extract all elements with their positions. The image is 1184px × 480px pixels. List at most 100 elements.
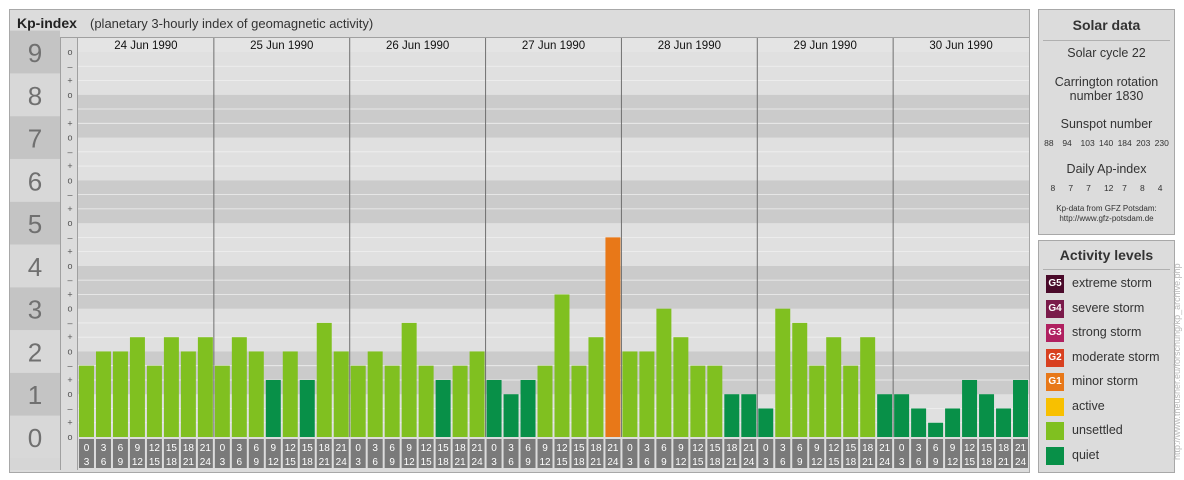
credit-link[interactable]: http://www.gfz-potsdam.de	[1059, 214, 1154, 223]
interval-cell	[197, 439, 213, 468]
minor-axis-area	[60, 38, 78, 470]
interval-cell	[894, 439, 910, 468]
minor-tick-label: –	[67, 104, 72, 114]
interval-start-label: 15	[981, 443, 993, 454]
interval-start-label: 9	[950, 443, 956, 454]
kp-bar	[588, 337, 604, 437]
interval-cell	[265, 439, 281, 468]
interval-cell	[979, 439, 995, 468]
kp-bar	[605, 237, 621, 437]
minor-tick-label: –	[67, 61, 72, 71]
kp-band	[78, 38, 1029, 52]
day-label: 25 Jun 1990	[250, 40, 313, 52]
interval-cell	[605, 439, 621, 468]
kp-bar	[758, 408, 774, 437]
kp-band	[78, 180, 1029, 224]
interval-end-label: 6	[780, 457, 786, 468]
kp-bar	[197, 337, 213, 437]
interval-start-label: 9	[678, 443, 684, 454]
interval-start-label: 0	[627, 443, 633, 454]
minor-tick-label: –	[67, 275, 72, 285]
kp-bar	[860, 337, 876, 437]
interval-end-label: 12	[539, 457, 551, 468]
interval-cell	[588, 439, 604, 468]
level-swatch	[1046, 397, 1064, 416]
interval-start-label: 18	[726, 443, 738, 454]
interval-start-label: 12	[421, 443, 433, 454]
interval-end-label: 12	[132, 457, 144, 468]
interval-cell	[316, 439, 332, 468]
interval-end-label: 18	[709, 457, 721, 468]
kp-bar	[809, 365, 825, 437]
interval-cell	[656, 439, 672, 468]
kp-bar	[316, 322, 332, 437]
kp-bar	[299, 379, 315, 437]
interval-cell	[248, 439, 264, 468]
interval-cell	[826, 439, 842, 468]
day-label: 27 Jun 1990	[522, 40, 585, 52]
kp-bar	[282, 351, 298, 437]
interval-start-label: 18	[998, 443, 1010, 454]
interval-cell	[282, 439, 298, 468]
interval-start-label: 12	[285, 443, 297, 454]
activity-levels-panel: Activity levels G5 extreme storm G4 severe …	[1038, 240, 1175, 473]
interval-start-label: 15	[438, 443, 450, 454]
interval-end-label: 6	[237, 457, 243, 468]
kp-bar	[129, 337, 145, 437]
level-swatch: G3	[1046, 324, 1064, 342]
interval-cell	[860, 439, 876, 468]
interval-end-label: 15	[421, 457, 433, 468]
minor-tick-label: +	[67, 418, 72, 428]
interval-end-label: 9	[797, 457, 803, 468]
level-label: severe storm	[1072, 300, 1145, 315]
kp-bar	[843, 365, 859, 437]
minor-tick-label: +	[67, 161, 72, 171]
kp-bar	[350, 365, 366, 437]
interval-end-label: 18	[981, 457, 993, 468]
minor-tick-label: –	[67, 190, 72, 200]
interval-start-label: 21	[200, 443, 212, 454]
interval-cell	[503, 439, 519, 468]
kp-bar	[639, 351, 655, 437]
interval-start-label: 18	[590, 443, 602, 454]
kp-bar	[265, 379, 281, 437]
interval-end-label: 3	[763, 457, 769, 468]
interval-cell	[367, 439, 383, 468]
y-tick-label: 0	[28, 423, 42, 453]
interval-end-label: 12	[404, 457, 416, 468]
interval-end-label: 24	[200, 457, 212, 468]
kp-bar	[520, 379, 536, 437]
interval-cell	[775, 439, 791, 468]
y-tick-label: 5	[28, 209, 42, 239]
interval-end-label: 21	[455, 457, 467, 468]
interval-start-label: 3	[780, 443, 786, 454]
kp-bar	[775, 308, 791, 437]
interval-end-label: 3	[899, 457, 905, 468]
interval-cell	[486, 439, 502, 468]
y-tick-cell	[10, 201, 60, 245]
interval-end-label: 3	[220, 457, 226, 468]
interval-start-label: 3	[916, 443, 922, 454]
interval-start-label: 0	[84, 443, 90, 454]
kp-bar	[996, 408, 1012, 437]
y-tick-label: 7	[28, 124, 42, 154]
kp-bar	[469, 351, 485, 437]
interval-start-label: 12	[149, 443, 161, 454]
interval-end-label: 24	[472, 457, 484, 468]
interval-cell	[622, 439, 638, 468]
interval-start-label: 15	[166, 443, 178, 454]
interval-end-label: 15	[692, 457, 704, 468]
kp-bar	[231, 337, 247, 437]
y-tick-cell	[10, 244, 60, 288]
interval-end-label: 9	[389, 457, 395, 468]
level-swatch	[1046, 422, 1064, 440]
kp-bar	[503, 394, 519, 437]
kp-band	[78, 52, 1029, 95]
interval-start-label: 21	[1015, 443, 1027, 454]
interval-cell	[129, 439, 145, 468]
interval-end-label: 9	[254, 457, 260, 468]
interval-end-label: 3	[84, 457, 90, 468]
interval-cell	[333, 439, 349, 468]
interval-cell	[452, 439, 468, 468]
